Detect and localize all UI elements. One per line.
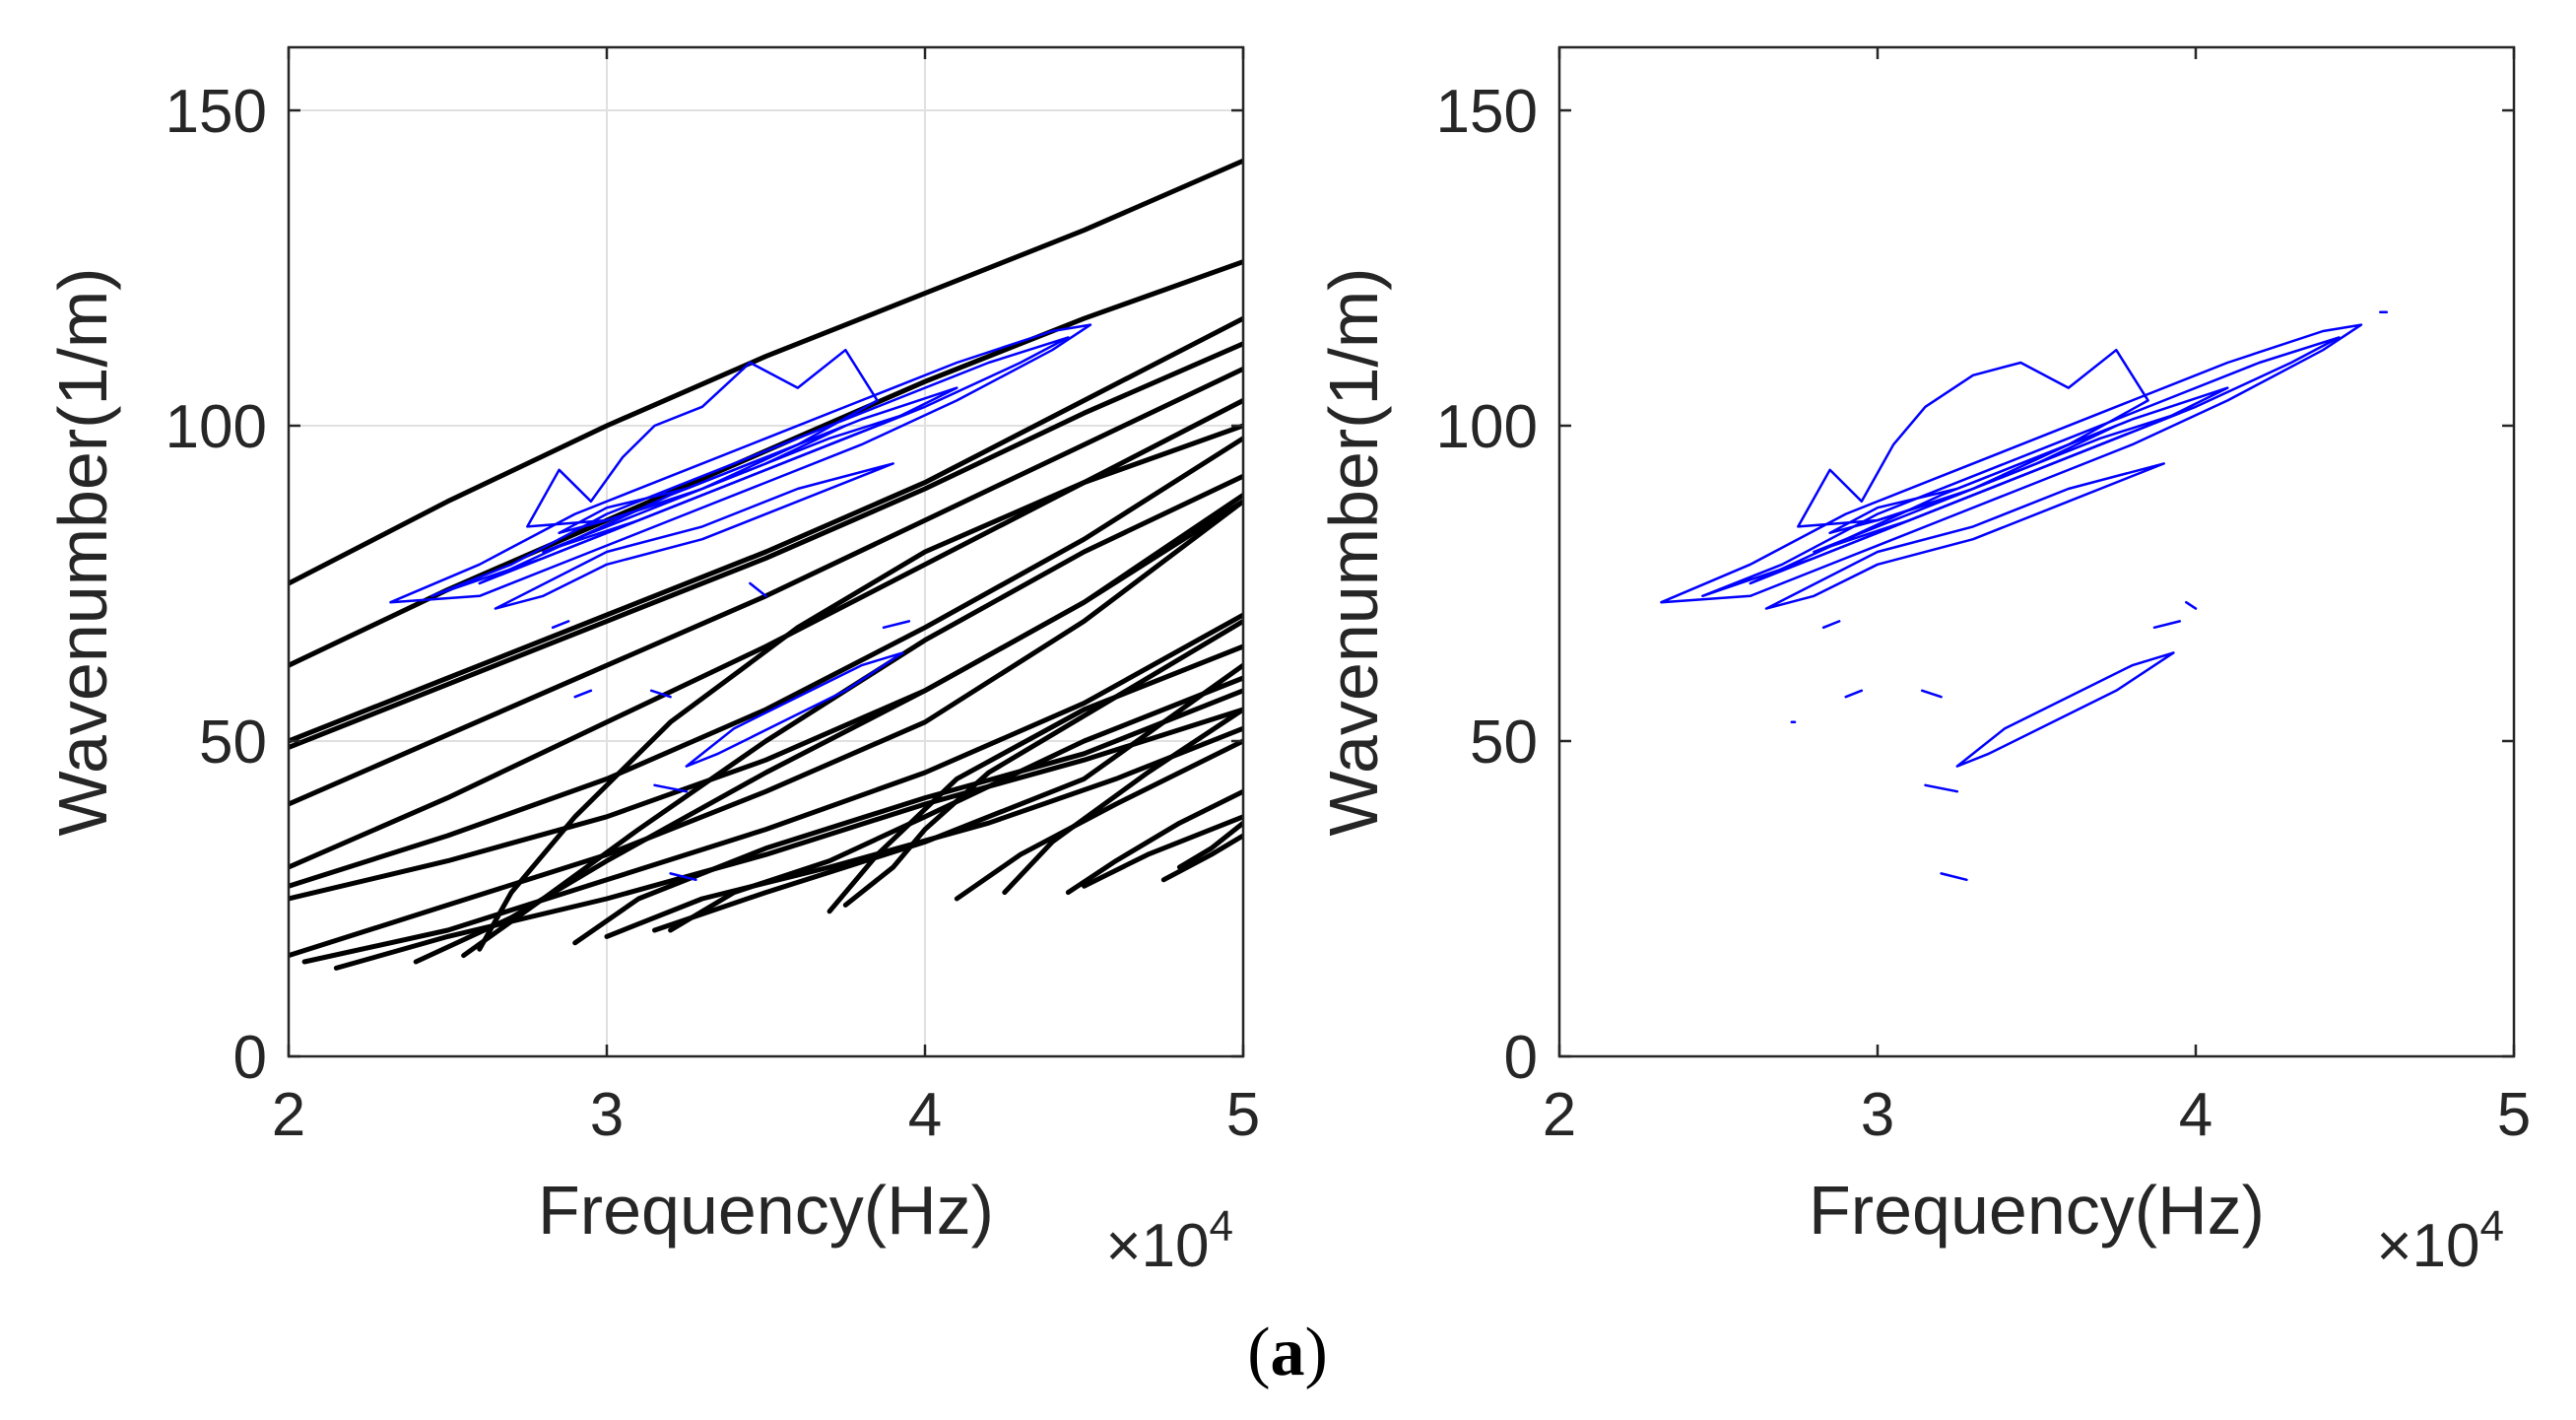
contour-line — [2152, 620, 2182, 630]
y-tick-label: 0 — [233, 1024, 267, 1092]
contour-line — [1660, 323, 2363, 604]
x-axis-label: Frequency(Hz) — [538, 1172, 994, 1249]
contour-line — [685, 651, 904, 768]
figure-caption: (a) — [1247, 1315, 1328, 1390]
dispersion-curve — [1065, 788, 1243, 896]
dispersion-curve — [1002, 707, 1243, 896]
x-tick-label: 2 — [1543, 1081, 1576, 1149]
dispersion-curve — [413, 499, 1243, 965]
contour-line — [749, 581, 767, 598]
dispersion-curve — [289, 499, 1243, 959]
plot-area — [289, 158, 1243, 971]
x-axis-multiplier: ×104 — [1105, 1202, 1233, 1280]
contour-line — [2185, 600, 2198, 610]
dispersion-curve — [1082, 814, 1243, 889]
contour-line — [1924, 783, 1959, 793]
contour-line — [573, 689, 593, 699]
y-tick-label: 0 — [1504, 1024, 1538, 1092]
contour-line — [882, 620, 911, 630]
dispersion-curve — [842, 618, 1243, 908]
x-tick-label: 4 — [2179, 1081, 2213, 1149]
x-tick-label: 4 — [908, 1081, 942, 1149]
dispersion-curve — [1176, 820, 1243, 870]
axes-box — [1557, 45, 2516, 1058]
contour-line — [649, 689, 672, 699]
dispersion-curve — [477, 423, 1243, 952]
plot-area — [1660, 310, 2389, 882]
y-tick-label: 50 — [199, 709, 267, 777]
dispersion-curve — [572, 688, 1243, 946]
dispersion-curve — [668, 675, 1243, 933]
contour-line — [494, 462, 894, 610]
x-multiplier-base: ×10 — [1105, 1212, 1209, 1280]
x-multiplier-exponent: 4 — [2480, 1202, 2504, 1251]
dispersion-curve — [1160, 833, 1243, 883]
dispersion-curve — [301, 612, 1243, 965]
contour-line — [1821, 620, 1841, 630]
x-axis-multiplier: ×104 — [2376, 1202, 2504, 1280]
axes-box — [287, 45, 1245, 1058]
contour-line — [1844, 689, 1864, 699]
y-tick-label: 100 — [165, 393, 267, 461]
x-multiplier-base: ×10 — [2376, 1212, 2479, 1280]
y-axis-label: Wavenumber(1/m) — [1315, 268, 1392, 837]
dispersion-curve — [461, 473, 1243, 959]
y-axis-label: Wavenumber(1/m) — [44, 268, 121, 837]
contour-line — [1940, 872, 1968, 882]
caption-letter: a — [1271, 1315, 1305, 1390]
y-tick-label: 150 — [165, 78, 267, 146]
dispersion-curve — [826, 643, 1243, 914]
contour-line — [1797, 348, 2149, 528]
x-tick-label: 3 — [590, 1081, 624, 1149]
caption-open-paren: ( — [1247, 1315, 1270, 1390]
x-tick-label: 3 — [1861, 1081, 1894, 1149]
contour-line — [669, 872, 697, 882]
x-multiplier-exponent: 4 — [1210, 1202, 1233, 1251]
contour-line — [551, 620, 570, 630]
dispersion-curve — [289, 436, 1243, 889]
contour-line — [389, 323, 1092, 604]
dispersion-curve — [289, 158, 1243, 586]
dispersion-curve — [652, 662, 1243, 933]
x-tick-label: 5 — [2497, 1081, 2531, 1149]
x-tick-label: 2 — [272, 1081, 305, 1149]
caption-close-paren: ) — [1305, 1315, 1328, 1390]
dispersion-curve — [289, 341, 1243, 750]
contour-line — [653, 783, 689, 793]
x-axis-label: Frequency(Hz) — [1809, 1172, 2265, 1249]
contour-line — [1955, 651, 2175, 768]
dispersion-curve — [333, 707, 1243, 971]
contour-line — [1920, 689, 1943, 699]
contour-line — [526, 348, 879, 528]
y-tick-label: 50 — [1470, 709, 1538, 777]
contour-line — [1764, 462, 2165, 610]
y-tick-label: 150 — [1436, 78, 1538, 146]
x-tick-label: 5 — [1226, 1081, 1260, 1149]
dispersion-curve — [289, 315, 1243, 744]
y-tick-label: 100 — [1436, 393, 1538, 461]
